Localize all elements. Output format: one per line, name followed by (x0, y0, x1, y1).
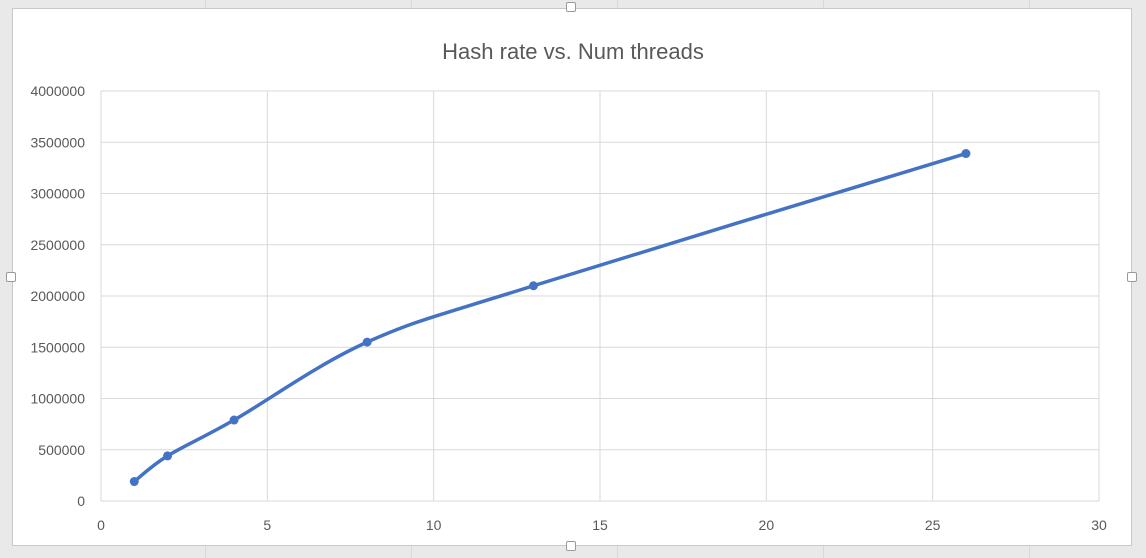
x-tick-label: 30 (1091, 517, 1107, 533)
resize-handle-left[interactable] (6, 272, 16, 282)
x-tick-label: 20 (759, 517, 775, 533)
y-tick-label: 3500000 (30, 134, 85, 150)
data-point (163, 451, 173, 461)
y-tick-label: 4000000 (30, 83, 85, 99)
x-tick-label: 25 (925, 517, 941, 533)
resize-handle-bottom[interactable] (566, 541, 576, 551)
chart-container[interactable]: Hash rate vs. Num threads (12, 8, 1132, 546)
x-tick-label: 10 (426, 517, 442, 533)
series-line (132, 151, 968, 484)
data-point (129, 477, 139, 487)
resize-handle-top[interactable] (566, 2, 576, 12)
x-tick-label: 5 (263, 517, 271, 533)
y-tick-label: 1000000 (30, 391, 85, 407)
data-point (229, 415, 239, 425)
y-tick-label: 1500000 (30, 339, 85, 355)
y-tick-label: 3000000 (30, 186, 85, 202)
y-tick-label: 2000000 (30, 288, 85, 304)
data-point (362, 337, 372, 347)
y-tick-label: 2500000 (30, 237, 85, 253)
chart-title: Hash rate vs. Num threads (442, 39, 704, 64)
x-tick-label: 15 (592, 517, 608, 533)
data-point (528, 281, 538, 291)
x-tick-label: 0 (97, 517, 105, 533)
resize-handle-right[interactable] (1127, 272, 1137, 282)
data-point (961, 149, 971, 159)
y-tick-label: 0 (77, 493, 85, 509)
y-tick-label: 500000 (38, 442, 85, 458)
